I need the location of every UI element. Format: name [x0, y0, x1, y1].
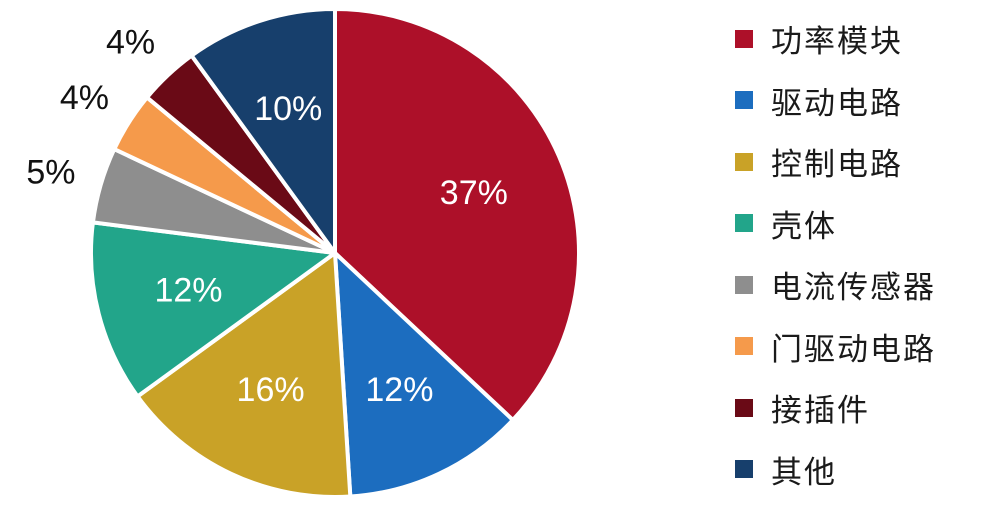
legend-item-2: 驱动电路	[735, 70, 1000, 132]
pie-slice-2	[333, 251, 515, 499]
legend-item-5: 电流传感器	[735, 254, 1000, 316]
legend-swatch-6	[735, 337, 753, 356]
legend-label-4: 壳体	[771, 208, 837, 245]
data-label-8: 10%	[254, 90, 322, 128]
legend-label-1: 功率模块	[771, 24, 903, 61]
legend-item-6: 门驱动电路	[735, 316, 1000, 378]
legend-item-1: 功率模块	[735, 8, 1000, 70]
legend-swatch-4	[735, 214, 753, 233]
pie-slice-3	[135, 251, 353, 499]
pie-slice-8	[189, 7, 337, 255]
legend-swatch-5	[735, 275, 753, 294]
legend-swatch-7	[735, 398, 753, 417]
data-label-4: 12%	[154, 272, 222, 310]
legend-swatch-3	[735, 152, 753, 171]
pie-slice-1	[333, 7, 581, 423]
legend-item-4: 壳体	[735, 193, 1000, 255]
legend: 功率模块驱动电路控制电路壳体电流传感器门驱动电路接插件其他	[735, 8, 1000, 500]
legend-label-5: 电流传感器	[771, 270, 936, 307]
legend-swatch-8	[735, 460, 753, 479]
pie-slice-4	[89, 220, 337, 399]
legend-item-7: 接插件	[735, 377, 1000, 439]
data-label-6: 4%	[60, 79, 109, 117]
data-label-3: 16%	[237, 371, 305, 409]
legend-swatch-1	[735, 29, 753, 48]
legend-label-2: 驱动电路	[771, 85, 903, 122]
legend-item-8: 其他	[735, 439, 1000, 501]
legend-label-6: 门驱动电路	[771, 331, 936, 368]
data-label-1: 37%	[440, 174, 508, 212]
legend-item-3: 控制电路	[735, 131, 1000, 193]
legend-label-7: 接插件	[771, 393, 870, 430]
legend-label-8: 其他	[771, 454, 837, 491]
data-label-5: 5%	[26, 153, 75, 191]
data-label-7: 4%	[106, 23, 155, 61]
legend-label-3: 控制电路	[771, 147, 903, 184]
data-label-2: 12%	[365, 371, 433, 409]
legend-swatch-2	[735, 91, 753, 110]
